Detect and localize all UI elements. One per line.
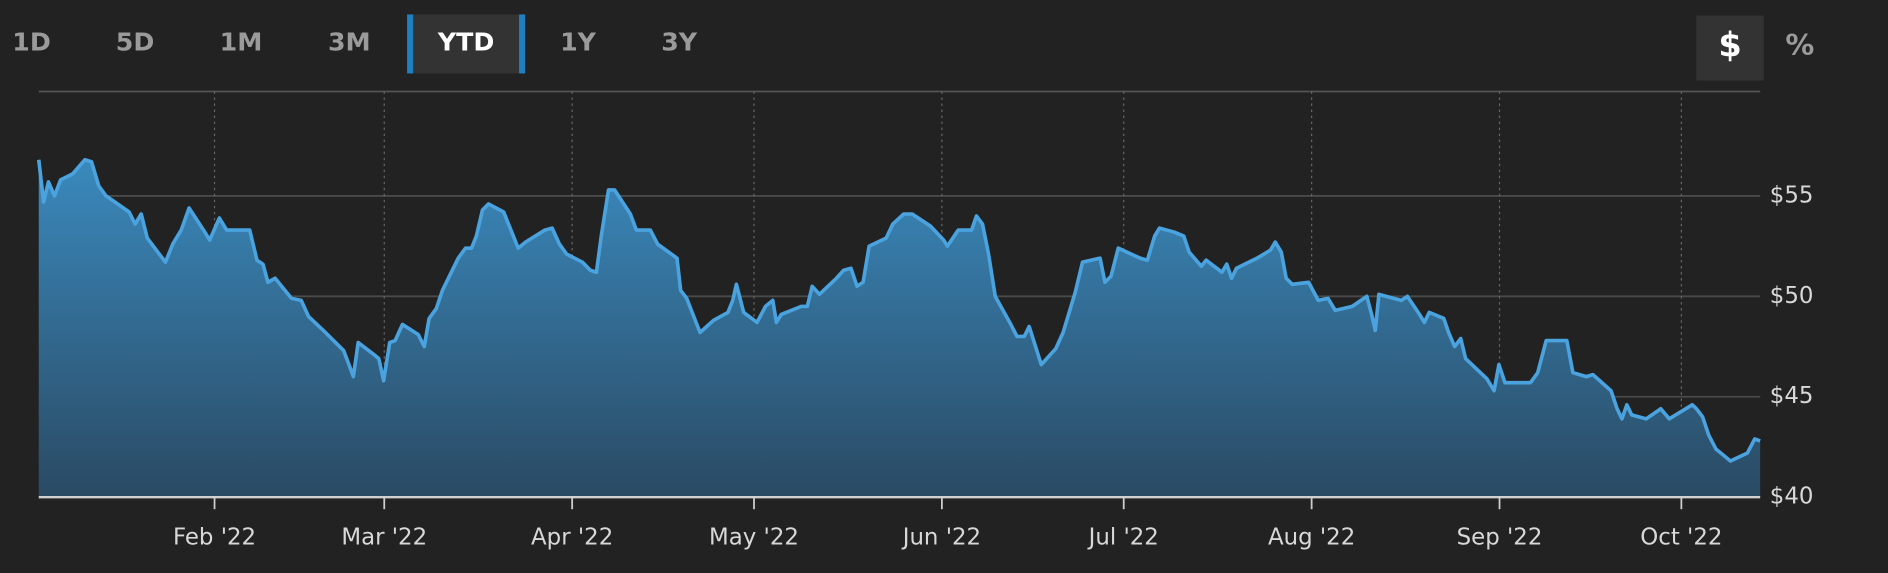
y-tick-label: $55 xyxy=(1770,182,1814,208)
selected-background xyxy=(407,14,526,74)
x-tick-label: Aug '22 xyxy=(1268,525,1355,551)
range-button[interactable]: 1Y xyxy=(560,27,597,56)
plot-area: $40 $45 $50 $55 Feb '22 Mar '22 Apr '22 May '22… xyxy=(36,91,1814,551)
selected-marker xyxy=(407,14,414,74)
x-tick-label: Apr '22 xyxy=(531,525,613,551)
range-button[interactable]: 5D xyxy=(116,27,155,56)
unit-label: % xyxy=(1785,28,1814,62)
x-tick-label: Jun '22 xyxy=(901,525,981,551)
y-tick-label: $45 xyxy=(1770,383,1814,409)
range-button[interactable]: YTD xyxy=(407,14,526,74)
area-fill xyxy=(38,159,1761,498)
range-label: 3M xyxy=(328,27,371,56)
range-label: 1M xyxy=(220,27,263,56)
x-tick-label: Jul '22 xyxy=(1087,525,1159,551)
y-tick-label: $40 xyxy=(1770,484,1814,510)
y-tick-label: $50 xyxy=(1770,283,1814,309)
x-tick-label: Oct '22 xyxy=(1640,525,1722,551)
x-tick-label: Mar '22 xyxy=(341,525,427,551)
range-label: 3Y xyxy=(661,27,698,56)
unit-button[interactable]: $ xyxy=(1696,15,1764,81)
range-button[interactable]: 1D xyxy=(12,27,51,56)
range-label: 1Y xyxy=(560,27,597,56)
x-tick-label: Feb '22 xyxy=(173,525,256,551)
range-button[interactable]: 3Y xyxy=(661,27,698,56)
x-tick-label: May '22 xyxy=(709,525,799,551)
price-line xyxy=(36,157,1761,463)
selected-marker xyxy=(519,14,526,74)
toolbar: 1D 5D 1M 3M YTD 1Y 3Y $% xyxy=(12,14,1814,81)
range-button[interactable]: 3M xyxy=(328,27,371,56)
range-label: 5D xyxy=(116,27,155,56)
range-label: 1D xyxy=(12,27,51,56)
x-tick-label: Sep '22 xyxy=(1457,525,1543,551)
unit-label: $ xyxy=(1718,25,1741,64)
selected-background xyxy=(1696,15,1764,81)
unit-button[interactable]: % xyxy=(1785,28,1814,62)
range-label: YTD xyxy=(437,27,495,56)
range-button[interactable]: 1M xyxy=(220,27,263,56)
